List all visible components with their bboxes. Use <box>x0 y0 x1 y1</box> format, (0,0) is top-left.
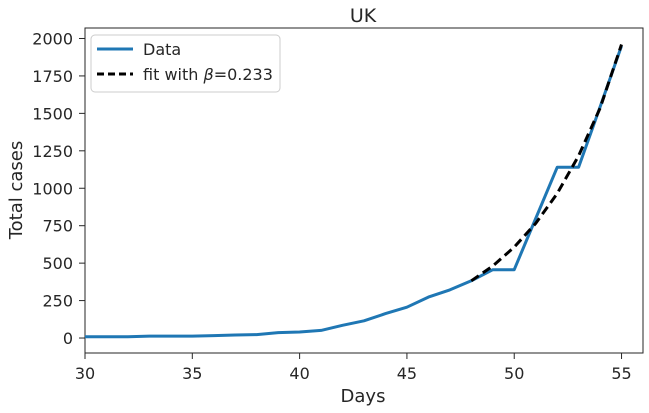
x-tick-label: 50 <box>504 364 524 383</box>
x-tick-label: 35 <box>182 364 202 383</box>
legend-label-fit: fit with β=0.233 <box>143 65 273 84</box>
x-tick-label: 30 <box>75 364 95 383</box>
y-tick-label: 1750 <box>32 67 73 86</box>
legend-label-fit-symbol: β <box>202 65 213 84</box>
x-tick-label: 45 <box>397 364 417 383</box>
y-tick-label: 1000 <box>32 179 73 198</box>
x-tick-label: 55 <box>611 364 631 383</box>
series-line-data <box>85 45 623 339</box>
y-axis: 0 250 500 750 1000 1250 1500 1750 2000 <box>32 29 85 348</box>
x-axis: 30 35 40 45 50 55 <box>75 353 632 383</box>
series-layer <box>85 44 623 339</box>
series-line-fit <box>470 44 623 283</box>
y-tick-label: 1500 <box>32 104 73 123</box>
y-tick-label: 0 <box>63 329 73 348</box>
legend-label-data: Data <box>143 40 181 59</box>
x-axis-label: Days <box>341 386 386 407</box>
legend: Data fit with β=0.233 <box>90 34 281 93</box>
legend-frame <box>90 34 281 93</box>
x-tick-label: 40 <box>289 364 309 383</box>
chart-title: UK <box>350 5 377 27</box>
legend-label-fit-suffix: =0.233 <box>214 65 273 84</box>
y-tick-label: 750 <box>42 217 73 236</box>
y-axis-label: Total cases <box>6 141 27 241</box>
legend-label-fit-prefix: fit with <box>143 65 203 84</box>
y-tick-label: 250 <box>42 292 73 311</box>
y-tick-label: 2000 <box>32 29 73 48</box>
y-tick-label: 500 <box>42 254 73 273</box>
y-tick-label: 1250 <box>32 142 73 161</box>
